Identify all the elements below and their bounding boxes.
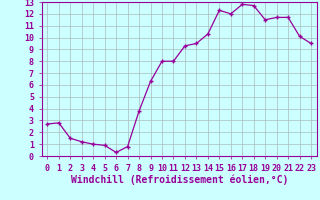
X-axis label: Windchill (Refroidissement éolien,°C): Windchill (Refroidissement éolien,°C) (70, 174, 288, 185)
